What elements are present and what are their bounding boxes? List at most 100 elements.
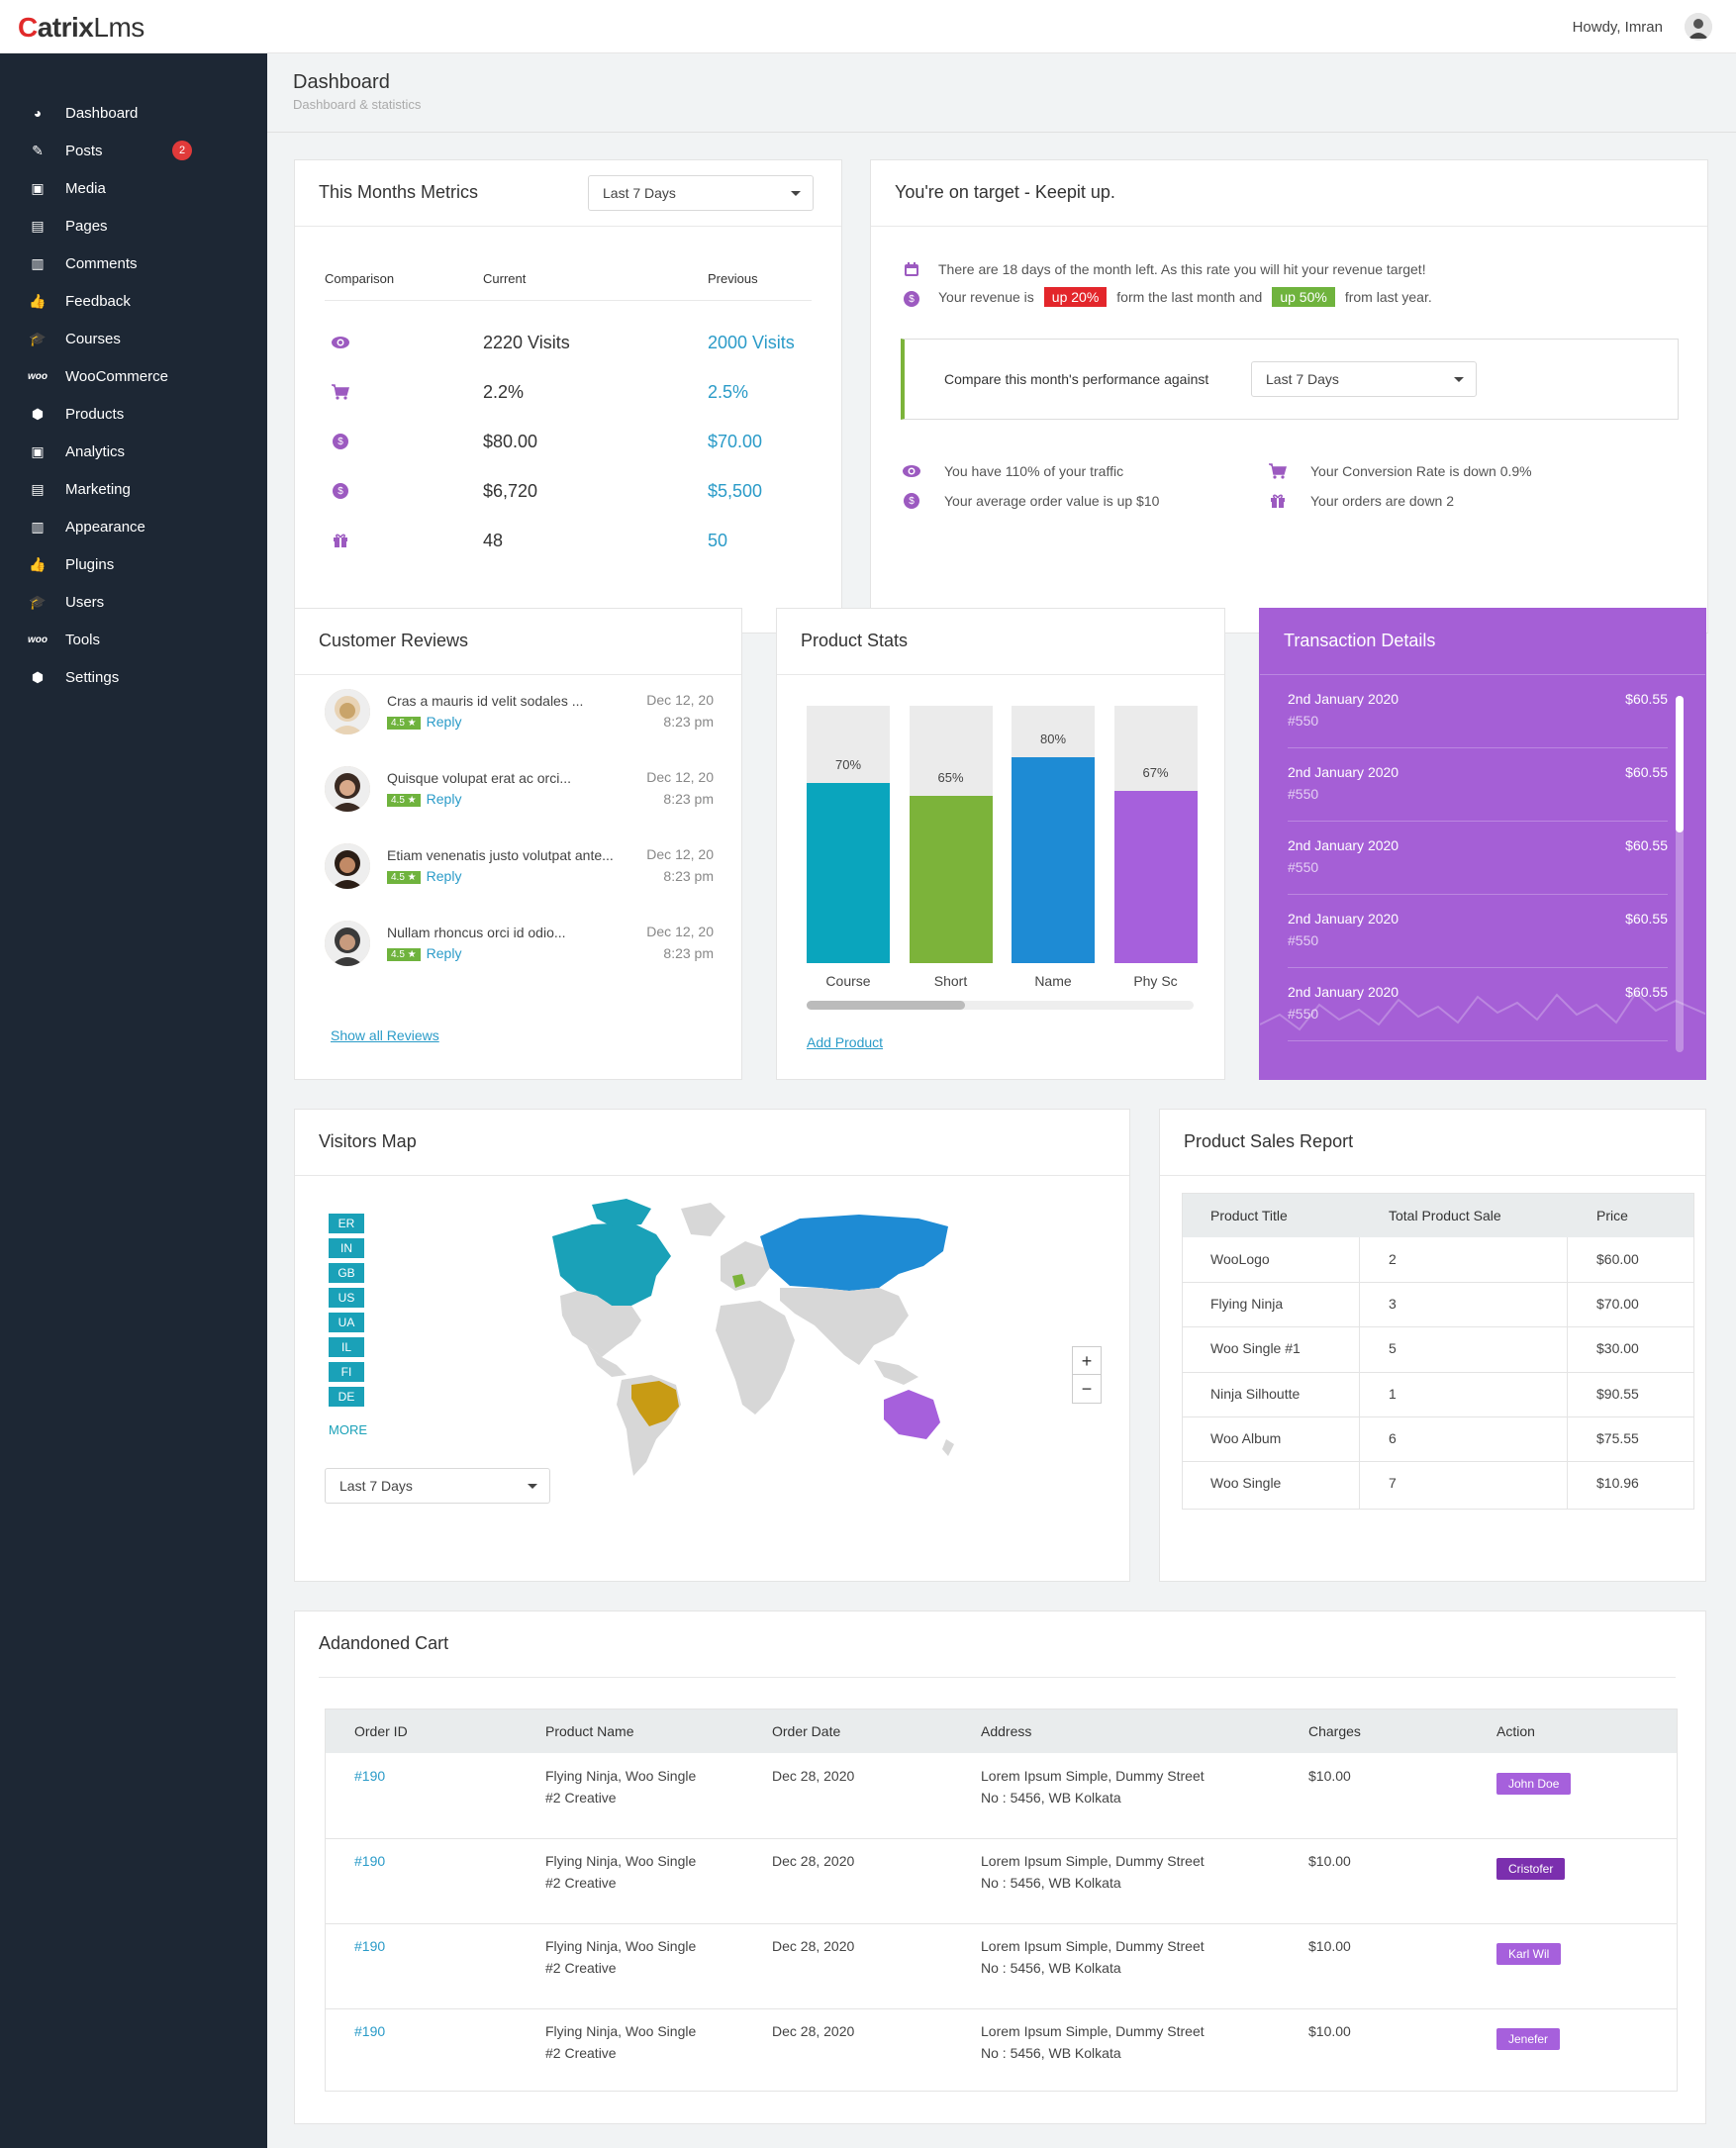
customer-action-button[interactable]: John Doe [1496,1773,1572,1795]
country-tag-us[interactable]: US [329,1288,364,1308]
chart-scrollbar-thumb[interactable] [807,1001,966,1010]
sidebar-item-woocommerce[interactable]: woo WooCommerce [0,361,267,391]
review-reply-link[interactable]: Reply [426,714,462,730]
map-canada[interactable] [552,1222,671,1306]
review-reply-link[interactable]: Reply [426,791,462,807]
map-zoom-in-button[interactable]: + [1072,1346,1102,1376]
map-russia[interactable] [760,1215,948,1291]
chart-scrollbar[interactable] [807,1001,1194,1010]
map-africa[interactable] [716,1301,795,1415]
sidebar-item-media[interactable]: ▣ Media [0,173,267,203]
bar-phy-sc[interactable] [1113,790,1198,963]
sidebar-item-dashboard[interactable]: ◕ Dashboard [0,98,267,128]
sidebar-item-comments[interactable]: ▥ Comments [0,248,267,278]
product-name-line1: Flying Ninja, Woo Single [545,1938,697,1954]
map-australia[interactable] [884,1390,940,1439]
map-europe[interactable] [721,1241,770,1291]
review-reply-link[interactable]: Reply [426,945,462,961]
transaction-row[interactable]: 2nd January 2020 #550 $60.55 [1288,822,1668,895]
map-asia[interactable] [780,1288,909,1365]
metrics-period-value: Last 7 Days [603,185,676,201]
product-name-line1: Flying Ninja, Woo Single [545,1768,697,1784]
page-subtitle: Dashboard & statistics [293,97,422,112]
country-tag-fi[interactable]: FI [329,1362,364,1382]
transactions-scrollbar-thumb[interactable] [1676,696,1684,832]
product-name-line2: #2 Creative [545,1790,617,1806]
bar-course[interactable] [807,783,890,963]
add-product-link[interactable]: Add Product [807,1034,884,1050]
sales-cell: $30.00 [1596,1340,1639,1357]
map-indonesia[interactable] [874,1360,918,1385]
app-logo[interactable]: CatrixLms [18,12,145,43]
sidebar-item-marketing[interactable]: ▤ Marketing [0,474,267,504]
divider [777,674,1224,675]
customer-action-button[interactable]: Cristofer [1496,1858,1566,1880]
show-all-reviews-link[interactable]: Show all Reviews [331,1027,439,1043]
map-brazil[interactable] [631,1381,679,1426]
sidebar-item-users[interactable]: 🎓 Users [0,587,267,617]
country-tag-il[interactable]: IL [329,1337,364,1357]
compare-period-select[interactable]: Last 7 Days [1251,361,1477,397]
map-greenland[interactable] [681,1203,725,1236]
bar-name[interactable] [1012,757,1095,963]
sidebar-item-settings[interactable]: ⬢ Settings [0,662,267,692]
visitors-period-select[interactable]: Last 7 Days [325,1468,550,1504]
sales-cell: 2 [1389,1251,1397,1267]
sidebar-item-tools[interactable]: woo Tools [0,625,267,654]
map-germany[interactable] [732,1274,745,1288]
country-tag-in[interactable]: IN [329,1238,364,1258]
order-id-link[interactable]: #190 [354,1768,386,1784]
map-zoom-out-button[interactable]: − [1072,1374,1102,1404]
transaction-row[interactable]: 2nd January 2020 #550 $60.55 [1288,895,1668,968]
transaction-row[interactable]: 2nd January 2020 #550 $60.55 [1288,748,1668,822]
metrics-card: This Months Metrics Last 7 Days Comparis… [294,159,842,634]
sidebar-item-feedback[interactable]: 👍 Feedback [0,286,267,316]
abandoned-table: Order ID Product Name Order Date Address Cha… [325,1709,1678,2092]
sales-cell: WooLogo [1210,1251,1270,1267]
order-id-link[interactable]: #190 [354,1938,386,1954]
revenue-up-month-badge: up 20% [1043,287,1108,307]
review-reply-link[interactable]: Reply [426,868,462,884]
sidebar-item-plugins[interactable]: 👍 Plugins [0,549,267,579]
transaction-row[interactable]: 2nd January 2020 #550 $60.55 [1288,675,1668,748]
user-greeting[interactable]: Howdy, Imran [1572,19,1663,36]
bar-track: 70% [807,706,890,963]
sales-cell: Flying Ninja [1210,1296,1284,1313]
transaction-row[interactable]: 2nd January 2020 #550 $60.55 [1288,968,1668,1041]
sidebar-item-analytics[interactable]: ▣ Analytics [0,437,267,466]
product-stats-card: Product Stats 70% Course 65% Short 80% Name 67… [776,608,1225,1080]
transaction-date: 2nd January 2020 [1288,984,1399,1000]
customer-action-button[interactable]: Jenefer [1496,2028,1561,2050]
user-avatar[interactable] [1685,13,1712,41]
sidebar-item-appearance[interactable]: ▥ Appearance [0,512,267,541]
media-icon: ▣ [31,179,45,196]
country-tag-de[interactable]: DE [329,1387,364,1407]
sidebar-item-products[interactable]: ⬢ Products [0,399,267,429]
map-usa[interactable] [560,1291,641,1357]
order-id-link[interactable]: #190 [354,2023,386,2039]
bar-short[interactable] [909,796,993,963]
map-central-america[interactable] [587,1345,627,1377]
abandoned-col-header: Action [1496,1723,1535,1739]
map-arctic[interactable] [592,1199,651,1226]
abandoned-col-header: Order Date [772,1723,841,1739]
sidebar-item-courses[interactable]: 🎓 Courses [0,324,267,353]
product-stats-title: Product Stats [801,631,909,650]
customer-action-button[interactable]: Karl Wil [1496,1943,1562,1965]
sidebar-item-pages[interactable]: ▤ Pages [0,211,267,241]
map-new-zealand[interactable] [942,1439,954,1456]
target-revenue-line: Your revenue is up 20% form the last mon… [938,287,1432,307]
order-id-link[interactable]: #190 [354,1853,386,1869]
transactions-scrollbar[interactable] [1676,696,1684,1052]
abandoned-col-header: Order ID [354,1723,408,1739]
product-name: Flying Ninja, Woo Single #2 Creative [545,1765,696,1808]
country-tag-gb[interactable]: GB [329,1263,364,1283]
row-divider [1183,1282,1693,1284]
country-tag-er[interactable]: ER [329,1214,364,1233]
abandoned-col-header: Address [981,1723,1032,1739]
sidebar-item-posts[interactable]: ✎ Posts 2 [0,136,267,165]
country-tag-ua[interactable]: UA [329,1313,364,1332]
metrics-period-select[interactable]: Last 7 Days [588,175,814,211]
more-countries-link[interactable]: MORE [329,1422,367,1437]
product-name: Flying Ninja, Woo Single #2 Creative [545,1935,696,1979]
